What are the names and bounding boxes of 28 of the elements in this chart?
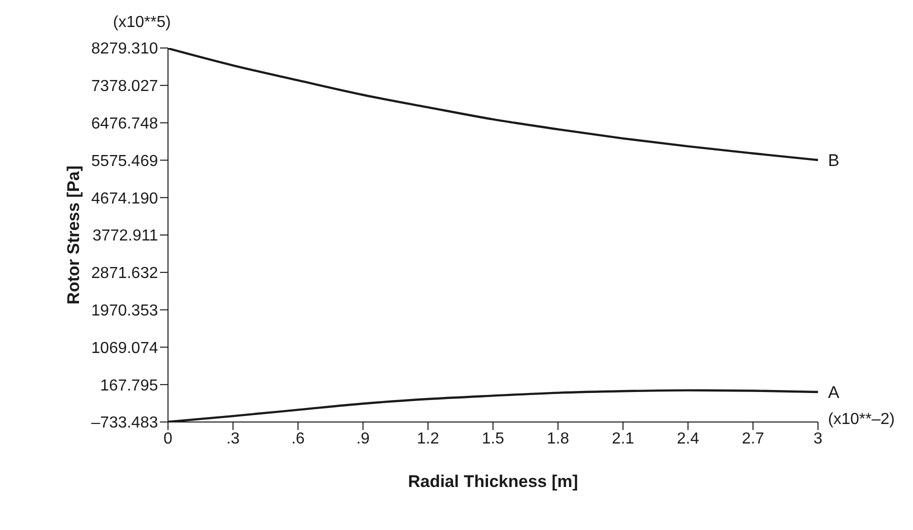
y-tick-label: 5575.469 [91,152,158,170]
x-tick-label: 1.8 [546,430,570,448]
x-tick-label: .3 [226,430,240,448]
x-axis-title: Radial Thickness [m] [408,472,578,492]
x-tick-label: 2.7 [742,430,764,448]
x-tick-label: 2.1 [612,430,634,448]
x-tick-label: 1.5 [482,430,504,448]
series-label: A [828,382,840,402]
x-tick-label: 0 [164,430,173,448]
y-tick-label: 1970.353 [91,302,158,320]
y-tick-label: 2871.632 [91,265,158,282]
y-tick-label: 6476.748 [91,115,158,132]
x-tick-label: 1.2 [416,430,440,448]
x-tick-label: .9 [356,430,370,448]
text: (x10**–2) [828,411,895,429]
x-tick-label: 2.4 [676,430,700,448]
y-axis-title: Rotor Stress [Pa] [64,166,84,304]
y-tick-label: 8279.310 [91,40,158,58]
y-tick-label: 7378.027 [91,78,158,96]
y-tick-label: –733.483 [91,414,158,432]
y-tick-label: 167.795 [100,377,158,394]
y-tick-label: 3772.911 [92,228,158,245]
x-tick-label: 3 [814,430,823,448]
text: (x10**5) [113,14,171,32]
series-label: B [828,151,840,170]
y-tick-label: 1069.074 [91,340,158,357]
x-tick-label: .6 [291,430,305,448]
y-tick-label: 4674.190 [91,190,158,208]
